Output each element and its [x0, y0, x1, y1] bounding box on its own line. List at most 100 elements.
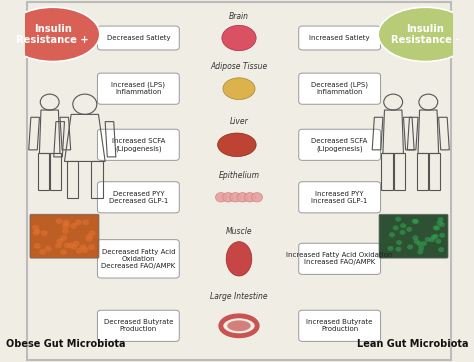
FancyBboxPatch shape: [299, 182, 381, 213]
FancyBboxPatch shape: [98, 182, 179, 213]
Circle shape: [388, 222, 394, 227]
Text: Increased Butyrate
Production: Increased Butyrate Production: [307, 319, 373, 332]
Text: Decreased SCFA
(Lipogenesis): Decreased SCFA (Lipogenesis): [311, 138, 368, 152]
Circle shape: [424, 247, 430, 252]
Ellipse shape: [223, 78, 255, 100]
Circle shape: [58, 231, 64, 237]
FancyBboxPatch shape: [379, 214, 448, 258]
Text: Increased Satiety: Increased Satiety: [310, 35, 370, 41]
Circle shape: [71, 250, 78, 256]
Text: Adipose Tissue: Adipose Tissue: [210, 63, 268, 71]
Circle shape: [45, 229, 52, 235]
Circle shape: [55, 246, 62, 252]
Text: Increased (LPS)
Inflammation: Increased (LPS) Inflammation: [111, 82, 165, 96]
Circle shape: [36, 234, 43, 240]
Text: Insulin
Resistance +: Insulin Resistance +: [17, 24, 89, 45]
Text: Increased PYY
Increased GLP-1: Increased PYY Increased GLP-1: [311, 191, 368, 204]
Ellipse shape: [227, 320, 251, 331]
Text: Muscle: Muscle: [226, 227, 252, 236]
Circle shape: [39, 217, 46, 223]
Circle shape: [46, 220, 53, 226]
FancyBboxPatch shape: [299, 73, 381, 104]
Circle shape: [66, 229, 73, 235]
Text: Brain: Brain: [229, 12, 249, 21]
Circle shape: [52, 240, 59, 246]
FancyBboxPatch shape: [98, 129, 179, 160]
Circle shape: [393, 228, 399, 233]
Circle shape: [223, 193, 234, 202]
FancyBboxPatch shape: [98, 310, 179, 341]
Circle shape: [216, 193, 227, 202]
FancyBboxPatch shape: [299, 129, 381, 160]
Circle shape: [417, 237, 422, 243]
Circle shape: [84, 234, 91, 240]
Ellipse shape: [378, 7, 473, 62]
Ellipse shape: [222, 25, 256, 51]
FancyBboxPatch shape: [98, 73, 179, 104]
Text: Large Intestine: Large Intestine: [210, 292, 268, 301]
Text: Decreased PYY
Decreased GLP-1: Decreased PYY Decreased GLP-1: [109, 191, 168, 204]
Circle shape: [429, 218, 435, 223]
FancyBboxPatch shape: [27, 2, 451, 360]
Circle shape: [39, 247, 46, 252]
Circle shape: [87, 228, 93, 234]
Text: Increased Fatty Acid Oxidation
Increased FAO/AMPK: Increased Fatty Acid Oxidation Increased…: [286, 252, 393, 265]
Circle shape: [68, 230, 75, 235]
Circle shape: [393, 230, 400, 235]
Circle shape: [437, 231, 443, 236]
Circle shape: [40, 217, 47, 223]
Circle shape: [408, 227, 414, 232]
Circle shape: [67, 239, 74, 244]
Circle shape: [397, 247, 403, 252]
Circle shape: [66, 220, 73, 226]
Circle shape: [434, 243, 440, 248]
Circle shape: [411, 243, 417, 248]
FancyBboxPatch shape: [98, 26, 179, 50]
Circle shape: [401, 218, 407, 223]
Circle shape: [67, 241, 74, 247]
Circle shape: [64, 234, 70, 240]
Circle shape: [244, 193, 255, 202]
Circle shape: [82, 245, 89, 251]
Circle shape: [413, 230, 419, 235]
Circle shape: [34, 237, 41, 243]
Circle shape: [424, 219, 430, 224]
Text: Insulin
Resistance -: Insulin Resistance -: [391, 24, 460, 45]
Ellipse shape: [226, 242, 252, 276]
Circle shape: [230, 193, 241, 202]
Circle shape: [404, 243, 410, 248]
Circle shape: [86, 222, 93, 228]
FancyBboxPatch shape: [30, 214, 99, 258]
Circle shape: [237, 193, 248, 202]
Circle shape: [75, 219, 82, 224]
Circle shape: [39, 237, 46, 243]
Circle shape: [46, 231, 52, 236]
Circle shape: [383, 226, 389, 231]
Circle shape: [437, 247, 443, 252]
Circle shape: [251, 193, 263, 202]
Circle shape: [392, 251, 398, 256]
Circle shape: [66, 218, 73, 224]
Circle shape: [395, 218, 401, 223]
FancyBboxPatch shape: [299, 243, 381, 274]
Circle shape: [385, 238, 391, 243]
FancyBboxPatch shape: [299, 26, 381, 50]
Ellipse shape: [6, 7, 100, 62]
Circle shape: [80, 233, 86, 239]
Circle shape: [409, 224, 415, 229]
Circle shape: [438, 243, 444, 248]
Text: Decreased Butyrate
Production: Decreased Butyrate Production: [104, 319, 173, 332]
Circle shape: [79, 241, 86, 247]
Circle shape: [404, 220, 410, 226]
Circle shape: [34, 227, 40, 233]
Text: Decreased Satiety: Decreased Satiety: [107, 35, 170, 41]
Text: Increased SCFA
(Lipogenesis): Increased SCFA (Lipogenesis): [112, 138, 165, 152]
Circle shape: [433, 233, 439, 239]
Text: Decreased (LPS)
Inflammation: Decreased (LPS) Inflammation: [311, 82, 368, 96]
Circle shape: [410, 243, 416, 248]
Text: Lean Gut Microbiota: Lean Gut Microbiota: [357, 339, 468, 349]
Circle shape: [71, 219, 78, 224]
Text: Obese Gut Microbiota: Obese Gut Microbiota: [6, 339, 125, 349]
FancyBboxPatch shape: [98, 240, 179, 278]
Circle shape: [410, 234, 416, 239]
